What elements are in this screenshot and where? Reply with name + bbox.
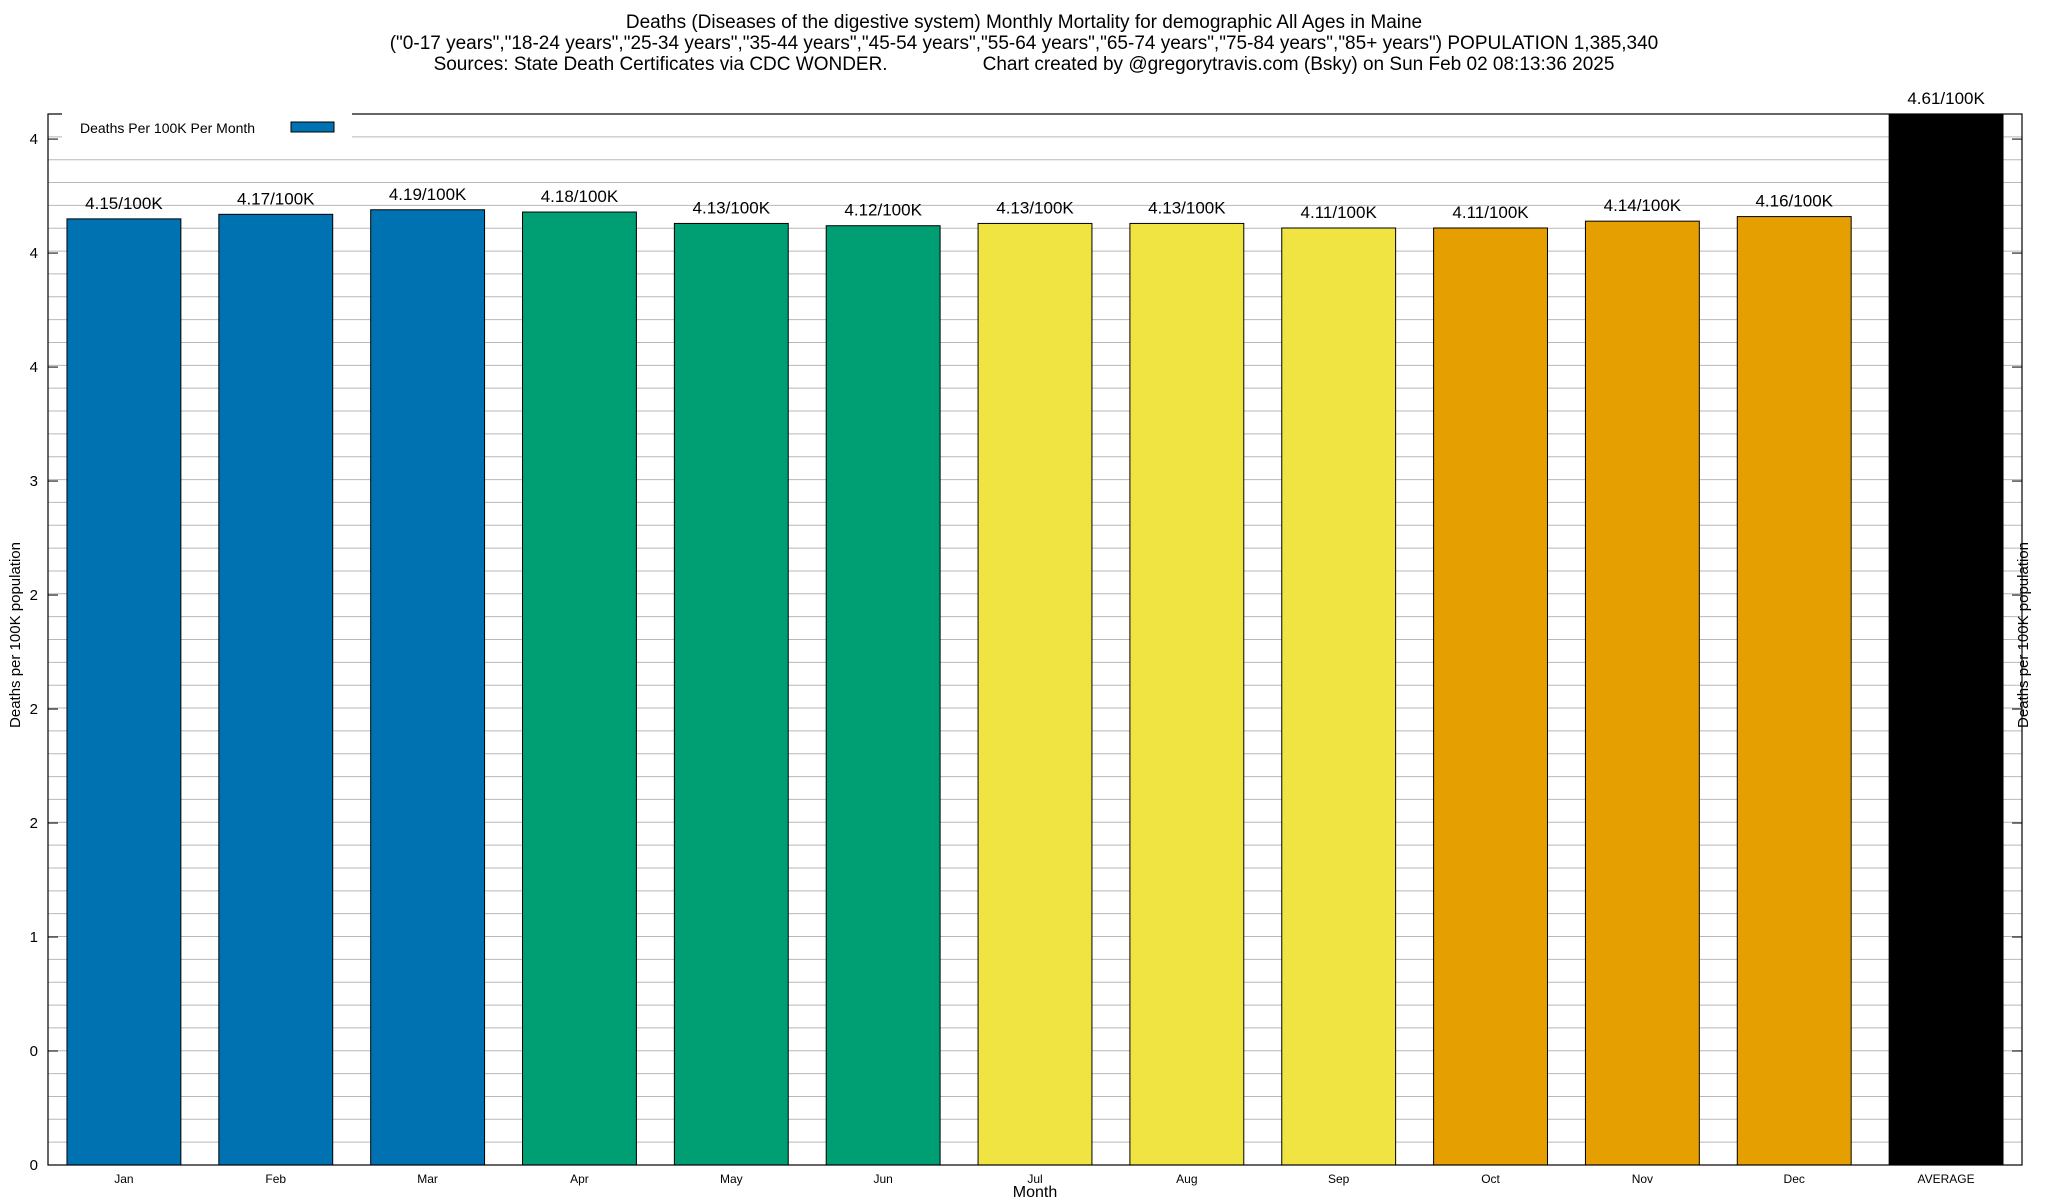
y-tick-label: 4 bbox=[30, 359, 38, 376]
data-label: 4.13/100K bbox=[693, 198, 771, 217]
bar-may bbox=[673, 222, 789, 1166]
bar-jul bbox=[977, 222, 1093, 1166]
legend: Deaths Per 100K Per Month bbox=[62, 113, 352, 143]
sources-text: Sources: State Death Certificates via CD… bbox=[433, 54, 888, 75]
data-label: 4.11/100K bbox=[1301, 203, 1378, 222]
data-label: 4.17/100K bbox=[237, 189, 315, 208]
y-tick-label: 1 bbox=[30, 929, 38, 946]
bars bbox=[66, 113, 2004, 1166]
data-label: 4.18/100K bbox=[541, 187, 619, 206]
x-tick-label: Feb bbox=[265, 1172, 286, 1186]
bar-average bbox=[1888, 113, 2004, 1166]
x-tick-label: Apr bbox=[570, 1172, 589, 1186]
credit-text: Chart created by @gregorytravis.com (Bsk… bbox=[982, 54, 1615, 75]
data-label: 4.15/100K bbox=[85, 194, 163, 213]
data-label: 4.16/100K bbox=[1755, 192, 1833, 211]
bar-jun bbox=[825, 225, 941, 1166]
chart-sources-line: Sources: State Death Certificates via CD… bbox=[0, 54, 2048, 75]
chart-title-block: Deaths (Diseases of the digestive system… bbox=[0, 12, 2048, 75]
y-tick-label: 3 bbox=[30, 473, 38, 490]
data-label: 4.11/100K bbox=[1452, 203, 1529, 222]
y-tick-label: 0 bbox=[30, 1043, 38, 1060]
bar-aug bbox=[1129, 222, 1245, 1166]
legend-label: Deaths Per 100K Per Month bbox=[80, 120, 255, 136]
plot-frame bbox=[47, 113, 2023, 1166]
y-tick-label: 0 bbox=[30, 1157, 38, 1174]
x-tick-label: May bbox=[720, 1172, 743, 1186]
bar-apr bbox=[522, 211, 637, 1166]
data-label: 4.19/100K bbox=[389, 185, 467, 204]
axes: 0 0 1 2 2 2 3 4 4 4 Jan Feb Mar Apr May Jun Jul Aug Sep Oct… bbox=[30, 113, 2023, 1186]
x-tick-label: Jun bbox=[873, 1172, 892, 1186]
x-tick-label: Aug bbox=[1176, 1172, 1197, 1186]
chart-title: Deaths (Diseases of the digestive system… bbox=[625, 12, 1423, 33]
data-label: 4.13/100K bbox=[996, 198, 1074, 217]
x-axis-label: Month bbox=[1013, 1184, 1057, 1200]
x-tick-label: Mar bbox=[417, 1172, 438, 1186]
x-tick-label: Jul bbox=[1027, 1172, 1042, 1186]
legend-swatch bbox=[290, 121, 335, 133]
y-tick-label: 2 bbox=[30, 587, 38, 604]
y-tick-label: 4 bbox=[30, 131, 38, 148]
chart-subtitle-demographics: ("0-17 years","18-24 years","25-34 years… bbox=[389, 33, 1659, 54]
bar-jan bbox=[66, 218, 182, 1166]
data-label: 4.14/100K bbox=[1604, 196, 1682, 215]
bar-nov bbox=[1584, 220, 1700, 1166]
x-tick-label: Oct bbox=[1481, 1172, 1500, 1186]
data-label: 4.13/100K bbox=[1148, 198, 1226, 217]
bar-mar bbox=[370, 209, 486, 1166]
y-tick-label: 2 bbox=[30, 815, 38, 832]
x-tick-label: Dec bbox=[1784, 1172, 1805, 1186]
x-tick-label: AVERAGE bbox=[1918, 1172, 1975, 1186]
bar-dec bbox=[1736, 216, 1852, 1166]
y-tick-label: 4 bbox=[30, 245, 38, 262]
y-tick-label: 2 bbox=[30, 701, 38, 718]
x-tick-label: Jan bbox=[114, 1172, 133, 1186]
data-label: 4.12/100K bbox=[844, 201, 922, 220]
bar-sep bbox=[1281, 227, 1397, 1166]
y2-axis-label: Deaths per 100K population bbox=[2015, 542, 2032, 728]
data-label: 4.61/100K bbox=[1907, 89, 1985, 108]
bar-feb bbox=[218, 213, 334, 1166]
x-tick-label: Nov bbox=[1632, 1172, 1653, 1186]
bar-oct bbox=[1433, 227, 1548, 1166]
y-axis-label: Deaths per 100K population bbox=[7, 542, 24, 728]
data-labels: 4.15/100K 4.17/100K 4.19/100K 4.18/100K 4.13… bbox=[85, 89, 1985, 222]
x-tick-label: Sep bbox=[1328, 1172, 1350, 1186]
